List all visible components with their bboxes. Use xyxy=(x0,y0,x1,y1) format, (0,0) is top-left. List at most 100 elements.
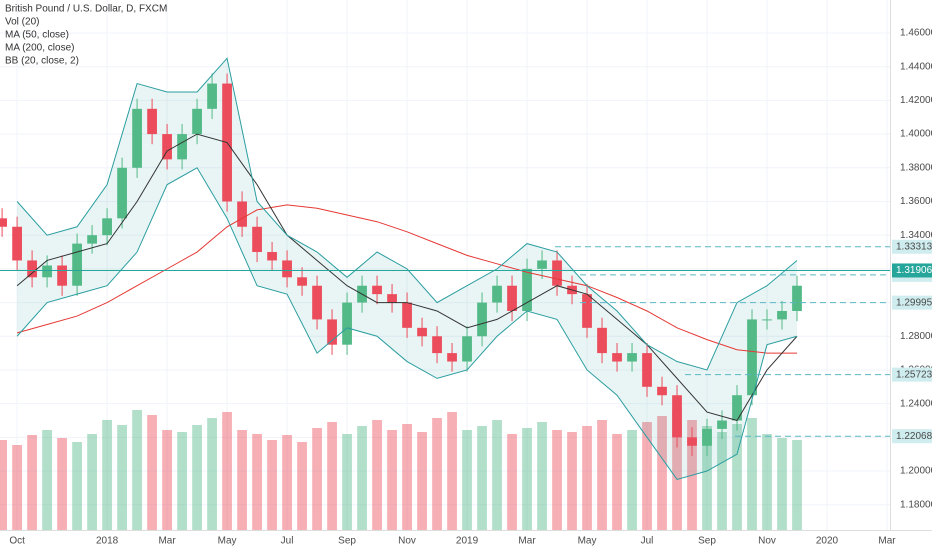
legend-ma200: MA (200, close) xyxy=(5,43,74,54)
candle-body xyxy=(552,260,562,286)
candle-body xyxy=(372,285,382,295)
candle-body xyxy=(582,294,592,328)
y-tick-label: 1.44000 xyxy=(900,61,932,72)
x-tick-label: Mar xyxy=(518,536,536,547)
candle-body xyxy=(732,395,742,421)
volume-bar xyxy=(597,420,607,530)
volume-bar xyxy=(192,425,202,530)
volume-bar xyxy=(717,432,727,530)
candle-body xyxy=(627,353,637,362)
candle-body xyxy=(672,395,682,438)
x-tick-label: Sep xyxy=(338,536,356,547)
x-tick-label: Jul xyxy=(281,536,294,547)
current-price-label: 1.31906 xyxy=(896,265,932,276)
x-tick-label: Oct xyxy=(9,536,25,547)
volume-bar xyxy=(402,424,412,530)
candle-body xyxy=(702,428,712,446)
candle-body xyxy=(717,420,727,429)
volume-bar xyxy=(477,426,487,530)
candle-body xyxy=(267,252,277,261)
volume-bar xyxy=(117,425,127,530)
volume-bar xyxy=(417,432,427,530)
volume-bar xyxy=(102,420,112,530)
volume-bar xyxy=(567,432,577,530)
volume-bar xyxy=(537,422,547,530)
candle-body xyxy=(117,167,127,219)
volume-bar xyxy=(747,418,757,530)
candle-body xyxy=(657,386,667,396)
x-tick-label: 2018 xyxy=(96,536,119,547)
candle-body xyxy=(597,327,607,354)
legend-ma50: MA (50, close) xyxy=(5,30,69,41)
volume-bar xyxy=(72,442,82,530)
candle-body xyxy=(507,285,517,311)
candle-body xyxy=(12,226,22,261)
volume-bar xyxy=(222,412,232,530)
candle-body xyxy=(42,265,52,278)
candle-body xyxy=(342,302,352,345)
candle-body xyxy=(297,277,307,286)
candle-body xyxy=(27,260,37,278)
candle-body xyxy=(687,437,697,446)
x-tick-label: Sep xyxy=(698,536,716,547)
candle-body xyxy=(147,108,157,135)
candle-body xyxy=(207,83,217,109)
candle-body xyxy=(327,319,337,345)
candle-body xyxy=(402,302,412,328)
y-tick-label: 1.40000 xyxy=(900,129,932,140)
legend-symbol: British Pound / U.S. Dollar, D, FXCM xyxy=(5,4,167,15)
volume-bar xyxy=(642,422,652,530)
volume-bar xyxy=(282,435,292,530)
y-tick-label: 1.24000 xyxy=(900,398,932,409)
price-tag-label: 1.25723 xyxy=(896,369,932,380)
x-tick-label: May xyxy=(218,536,237,547)
candle-body xyxy=(492,285,502,303)
candle-body xyxy=(777,310,787,320)
y-tick-label: 1.38000 xyxy=(900,162,932,173)
candle-body xyxy=(447,353,457,362)
candle-body xyxy=(792,285,802,311)
price-tag xyxy=(892,295,932,310)
volume-bar xyxy=(387,430,397,530)
y-tick-label: 1.46000 xyxy=(900,28,932,39)
volume-bar xyxy=(252,434,262,530)
y-tick-label: 1.34000 xyxy=(900,230,932,241)
candle-body xyxy=(312,285,322,320)
x-tick-label: Mar xyxy=(878,536,896,547)
volume-bar xyxy=(732,424,742,530)
volume-bar xyxy=(297,442,307,530)
volume-bar xyxy=(672,410,682,530)
volume-bar xyxy=(42,430,52,530)
volume-bar xyxy=(777,438,787,530)
candle-body xyxy=(477,302,487,337)
candle-body xyxy=(642,353,652,387)
volume-bar xyxy=(582,426,592,530)
volume-bar xyxy=(792,440,802,530)
volume-bar xyxy=(27,435,37,530)
volume-bar xyxy=(762,434,772,530)
x-tick-label: Nov xyxy=(398,536,416,547)
volume-bar xyxy=(237,430,247,530)
volume-bar xyxy=(207,418,217,530)
candle-body xyxy=(747,319,757,396)
candle-body xyxy=(177,134,187,160)
volume-bar xyxy=(147,415,157,530)
y-tick-label: 1.20000 xyxy=(900,466,932,477)
candle-body xyxy=(537,260,547,269)
volume-bar xyxy=(432,418,442,530)
volume-bar xyxy=(312,428,322,530)
candle-body xyxy=(522,268,532,311)
volume-bar xyxy=(57,438,67,530)
indicator-line xyxy=(16,57,798,371)
candle-body xyxy=(87,235,97,244)
volume-bar xyxy=(702,426,712,530)
candle-body xyxy=(462,336,472,362)
legend-vol: Vol (20) xyxy=(5,17,39,28)
y-tick-label: 1.36000 xyxy=(900,196,932,207)
volume-bar xyxy=(177,432,187,530)
volume-bar xyxy=(342,434,352,530)
x-tick-label: 2019 xyxy=(456,536,479,547)
volume-bar xyxy=(0,440,7,530)
legend-bb: BB (20, close, 2) xyxy=(5,56,79,67)
